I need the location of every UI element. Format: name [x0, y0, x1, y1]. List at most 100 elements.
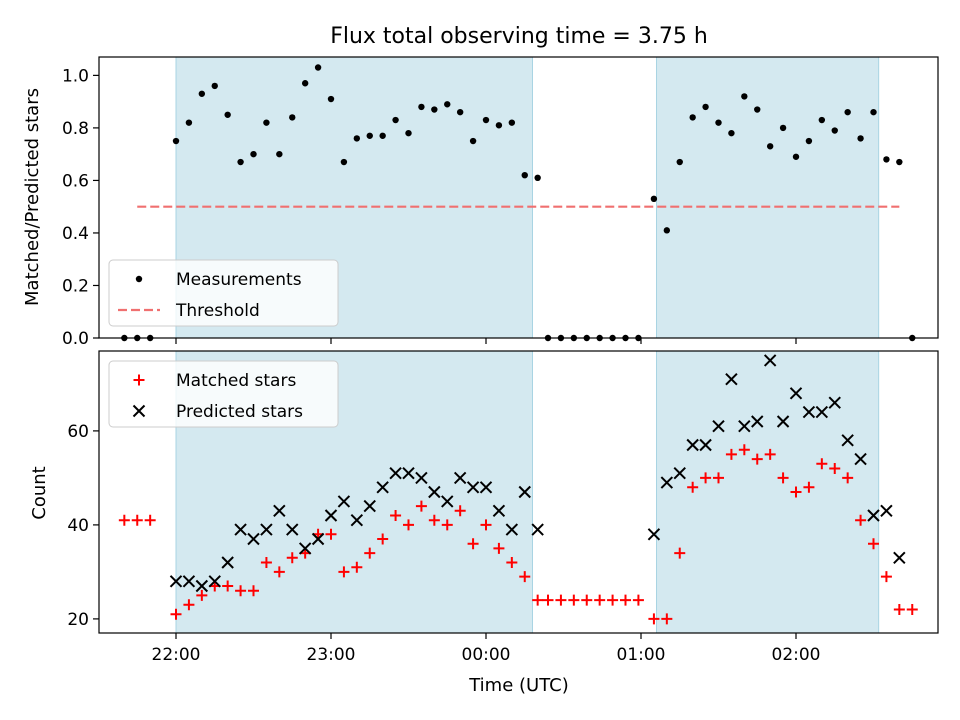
predicted-star-marker: [402, 466, 415, 480]
matched-star-marker: [338, 566, 350, 578]
matched-star-marker: [506, 557, 518, 568]
predicted-star-marker: [841, 434, 854, 447]
measurement-point: [521, 171, 528, 179]
measurement-point: [508, 119, 516, 126]
legend-label: Measurements: [176, 270, 302, 290]
matched-star-marker: [183, 599, 195, 611]
bottom-panel: 20 40 60 22:00 23:00 00:00 01:00 02:00 Count T…: [29, 350, 939, 696]
measurement-point: [276, 150, 283, 158]
legend-x-marker: [132, 404, 146, 418]
matched-star-marker: [568, 594, 580, 606]
x-tick-label: 02:00: [772, 645, 821, 665]
predicted-star-marker: [234, 523, 247, 536]
matched-star-marker: [248, 585, 259, 597]
measurement-point: [779, 124, 787, 132]
predicted-star-marker: [647, 528, 661, 541]
measurement-point: [418, 103, 425, 111]
predicted-star-marker: [802, 405, 816, 419]
matched-star-marker: [467, 538, 479, 550]
predicted-star-marker: [867, 509, 880, 522]
matched-star-marker: [738, 444, 750, 456]
predicted-star-marker: [169, 575, 183, 588]
x-tick-label: 01:00: [617, 645, 666, 665]
measurement-point: [250, 150, 257, 158]
measurement-point: [831, 127, 838, 134]
top-axes-frame: [98, 56, 939, 339]
measurement-point: [805, 137, 813, 145]
measurement-point: [431, 106, 438, 113]
matched-star-marker: [687, 481, 699, 493]
measurement-point: [456, 108, 464, 116]
predicted-star-marker: [880, 504, 893, 518]
matched-star-marker: [713, 472, 724, 484]
measurement-point: [237, 158, 244, 166]
predicted-star-marker: [208, 575, 221, 588]
matched-star-marker: [480, 519, 492, 531]
measurement-point: [896, 158, 903, 166]
legend-box: [108, 259, 339, 327]
matched-star-marker: [273, 566, 285, 578]
predicted-star-marker: [531, 523, 544, 536]
legend-box: [108, 360, 339, 428]
matched-star-marker: [519, 571, 531, 583]
measurement-point: [870, 108, 877, 116]
predicted-star-marker: [776, 415, 790, 428]
legend-dot-marker: [135, 275, 143, 283]
predicted-star-marker: [725, 372, 738, 386]
predicted-star-marker: [273, 504, 286, 518]
matched-star-marker: [790, 486, 802, 498]
matched-star-marker: [632, 594, 644, 606]
predicted-star-marker: [441, 495, 454, 508]
top-y-axis-label: Matched/Predicted stars: [22, 88, 43, 306]
measurement-point: [741, 93, 748, 100]
matched-star-marker: [542, 594, 554, 606]
predicted-star-marker: [518, 485, 531, 499]
predicted-star-marker: [479, 481, 493, 494]
matched-star-marker: [620, 594, 631, 606]
predicted-star-marker: [492, 504, 506, 518]
matched-star-marker: [351, 561, 363, 573]
matched-star-marker: [855, 514, 867, 526]
predicted-star-marker: [260, 523, 273, 536]
predicted-star-marker: [738, 419, 751, 433]
measurement-point: [650, 195, 658, 203]
matched-star-marker: [594, 594, 606, 606]
measurement-point: [405, 129, 412, 137]
measurement-point: [340, 158, 348, 166]
matched-star-marker: [390, 510, 402, 521]
top-x-ticks: [175, 338, 797, 344]
measurement-point: [495, 122, 503, 129]
matched-star-marker: [118, 514, 130, 526]
matched-star-marker: [842, 472, 854, 484]
y-tick-label: 0.2: [62, 276, 89, 296]
legend-label: Threshold: [175, 301, 260, 321]
matched-star-marker: [441, 519, 453, 531]
predicted-star-marker: [286, 523, 299, 536]
predicted-star-marker: [453, 471, 467, 485]
matched-star-marker: [764, 448, 776, 460]
legend-plus-marker: [133, 374, 145, 386]
matched-star-marker: [428, 514, 440, 526]
matched-star-marker: [131, 514, 143, 526]
measurement-point: [715, 119, 722, 126]
predicted-star-marker: [363, 499, 376, 513]
measurement-point: [392, 116, 399, 124]
measurement-point: [314, 64, 322, 71]
top-legend: Measurements Threshold: [108, 259, 339, 327]
measurement-point: [702, 103, 709, 111]
predicted-star-marker: [660, 476, 674, 489]
matched-star-marker: [893, 604, 905, 615]
measurement-point: [172, 137, 180, 145]
predicted-star-marker: [221, 556, 234, 569]
matched-star-marker: [661, 613, 673, 625]
y-tick-label: 0.8: [62, 119, 89, 139]
predicted-star-marker: [311, 532, 325, 546]
matched-star-marker: [170, 608, 182, 620]
predicted-star-marker: [247, 532, 260, 546]
predicted-star-marker: [376, 481, 389, 494]
matched-star-marker: [581, 594, 593, 606]
predicted-star-marker: [466, 481, 480, 494]
matched-star-marker: [751, 453, 763, 465]
matched-star-marker: [868, 538, 879, 550]
